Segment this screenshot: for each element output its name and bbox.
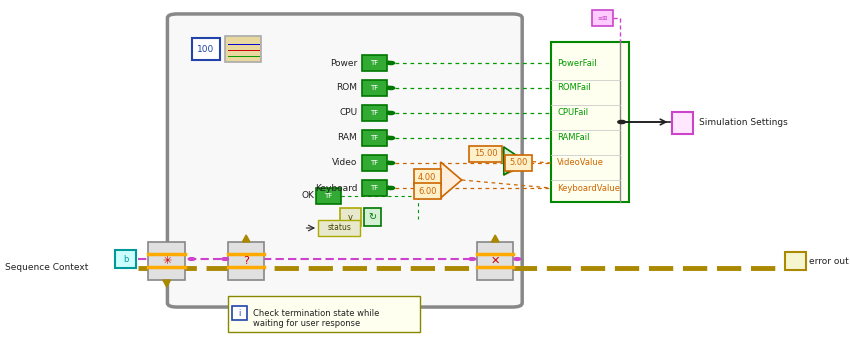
Bar (364, 208, 381, 226)
Circle shape (387, 186, 394, 190)
Bar (414, 183, 440, 199)
Circle shape (188, 257, 195, 261)
Bar (318, 220, 360, 236)
Polygon shape (504, 147, 524, 175)
Bar (785, 252, 807, 270)
Bar (149, 242, 184, 280)
Circle shape (387, 61, 394, 65)
Bar (362, 55, 387, 71)
Circle shape (387, 112, 394, 115)
Bar (362, 80, 387, 96)
Text: VideoValue: VideoValue (558, 158, 604, 167)
Text: Video: Video (332, 158, 357, 167)
Text: ≡⊞: ≡⊞ (598, 16, 608, 21)
Text: Simulation Settings: Simulation Settings (700, 118, 788, 126)
Circle shape (222, 257, 229, 261)
Text: ↻: ↻ (369, 212, 377, 222)
FancyBboxPatch shape (167, 14, 522, 307)
Text: 4.00: 4.00 (418, 173, 436, 182)
Text: b: b (122, 254, 128, 264)
Text: Sequence Context: Sequence Context (5, 264, 88, 273)
Polygon shape (163, 280, 171, 287)
Text: 15.00: 15.00 (473, 150, 497, 158)
Text: ✕: ✕ (490, 256, 500, 266)
Bar (469, 146, 502, 162)
Text: ROM: ROM (337, 84, 357, 92)
Bar (592, 10, 613, 26)
Bar (505, 155, 531, 171)
Bar (362, 105, 387, 121)
Text: OK: OK (301, 191, 314, 201)
Text: TF: TF (371, 135, 378, 141)
Text: TF: TF (371, 60, 378, 66)
Text: Keyboard: Keyboard (314, 184, 357, 192)
Text: PowerFail: PowerFail (558, 59, 597, 67)
Circle shape (469, 257, 475, 261)
Text: RAMFail: RAMFail (558, 133, 590, 143)
Text: KeyboardValue: KeyboardValue (558, 184, 620, 192)
Text: CPUFail: CPUFail (558, 109, 588, 118)
Bar (340, 208, 361, 226)
Text: ▶: ▶ (388, 185, 392, 190)
Polygon shape (491, 235, 499, 242)
Text: ?: ? (243, 256, 249, 266)
Bar (672, 112, 694, 134)
Text: ▶: ▶ (388, 135, 392, 141)
Text: Power: Power (330, 59, 357, 67)
Bar (477, 242, 513, 280)
Text: 6.00: 6.00 (418, 186, 436, 195)
Text: error out: error out (809, 256, 849, 266)
Text: ▶: ▶ (388, 86, 392, 91)
Text: ▶: ▶ (388, 111, 392, 116)
Text: 5.00: 5.00 (509, 158, 527, 167)
Bar (551, 42, 629, 202)
Circle shape (387, 86, 394, 90)
Text: v: v (348, 213, 353, 221)
Text: ROMFail: ROMFail (558, 84, 592, 92)
Circle shape (514, 257, 520, 261)
Bar (362, 155, 387, 171)
Text: TF: TF (325, 193, 332, 199)
Polygon shape (242, 235, 250, 242)
Bar (228, 296, 420, 332)
Text: i: i (238, 308, 241, 317)
Text: TF: TF (371, 185, 378, 191)
Text: TF: TF (371, 160, 378, 166)
Bar (228, 242, 264, 280)
Circle shape (387, 161, 394, 164)
Text: status: status (327, 223, 351, 233)
Circle shape (618, 120, 626, 124)
Text: TF: TF (371, 110, 378, 116)
Text: ▶: ▶ (388, 61, 392, 65)
Bar (225, 36, 262, 62)
Text: 100: 100 (197, 44, 214, 54)
Bar (232, 306, 247, 320)
Bar (362, 130, 387, 146)
Bar (115, 250, 136, 268)
Text: CPU: CPU (339, 109, 357, 118)
Polygon shape (440, 162, 462, 198)
Circle shape (387, 136, 394, 140)
Bar (316, 188, 341, 204)
Text: TF: TF (371, 85, 378, 91)
Text: ▶: ▶ (388, 160, 392, 165)
Text: RAM: RAM (337, 133, 357, 143)
Bar (414, 169, 440, 185)
Text: ✳: ✳ (162, 256, 172, 266)
Text: Check termination state while
waiting for user response: Check termination state while waiting fo… (252, 309, 379, 328)
Bar (362, 180, 387, 196)
Bar (191, 38, 220, 60)
